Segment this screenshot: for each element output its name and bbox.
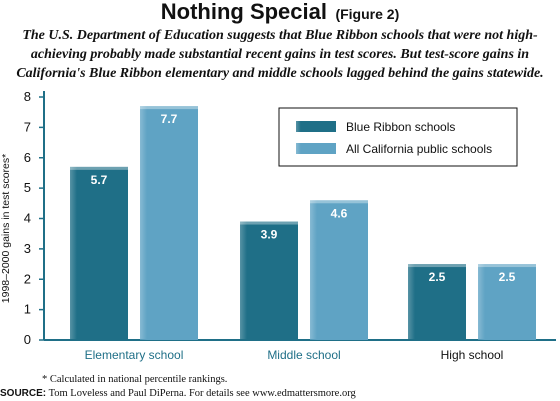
chart-subtitle: The U.S. Department of Education suggest… <box>16 28 544 81</box>
bar-blue-ribbon <box>70 166 128 340</box>
y-tick-label: 1 <box>24 302 31 317</box>
bar-value-label: 2.5 <box>429 270 446 284</box>
bar-all-california <box>310 200 368 340</box>
bar-all-california <box>478 264 536 340</box>
chart-title-row: Nothing Special (Figure 2) <box>0 0 560 24</box>
chart-title: Nothing Special <box>160 0 327 24</box>
bar-value-label: 2.5 <box>499 270 516 284</box>
bar-top-highlight <box>408 264 466 268</box>
legend-box <box>278 107 518 167</box>
figure-label: (Figure 2) <box>335 6 400 22</box>
bar-top-highlight <box>310 200 368 204</box>
bar-value-label: 5.7 <box>91 173 108 187</box>
y-tick-label: 5 <box>24 180 31 195</box>
y-tick-label: 3 <box>24 241 31 256</box>
y-tick-label: 0 <box>24 332 31 347</box>
legend-label: Blue Ribbon schools <box>346 120 455 134</box>
y-axis-label: 1998–2000 gains in test scores* <box>0 154 12 303</box>
bar-value-label: 3.9 <box>261 228 278 242</box>
bar-top-highlight <box>70 166 128 170</box>
bar-blue-ribbon <box>408 264 466 340</box>
x-category-label: High school <box>441 348 504 362</box>
bar-top-highlight <box>478 264 536 268</box>
bar-all-california <box>140 106 198 340</box>
y-tick-label: 7 <box>24 119 31 134</box>
y-tick-label: 2 <box>24 271 31 286</box>
source-text: Tom Loveless and Paul DiPerna. For detai… <box>48 388 356 399</box>
x-category-label: Elementary school <box>85 348 184 362</box>
x-category-label: Middle school <box>267 348 340 362</box>
source-label: SOURCE: <box>0 388 47 399</box>
bar-value-label: 7.7 <box>161 112 178 126</box>
legend-swatch <box>296 121 336 132</box>
legend-swatch <box>296 143 336 154</box>
source-line: SOURCE: Tom Loveless and Paul DiPerna. F… <box>0 388 356 399</box>
bar-top-highlight <box>140 106 198 110</box>
legend-label: All California public schools <box>346 142 492 156</box>
bar-top-highlight <box>240 221 298 225</box>
y-tick-label: 4 <box>24 211 31 226</box>
footnote: * Calculated in national percentile rank… <box>42 374 228 385</box>
y-tick-label: 6 <box>24 150 31 165</box>
y-tick-label: 8 <box>24 89 31 104</box>
bar-blue-ribbon <box>240 221 298 340</box>
bar-value-label: 4.6 <box>331 206 348 220</box>
